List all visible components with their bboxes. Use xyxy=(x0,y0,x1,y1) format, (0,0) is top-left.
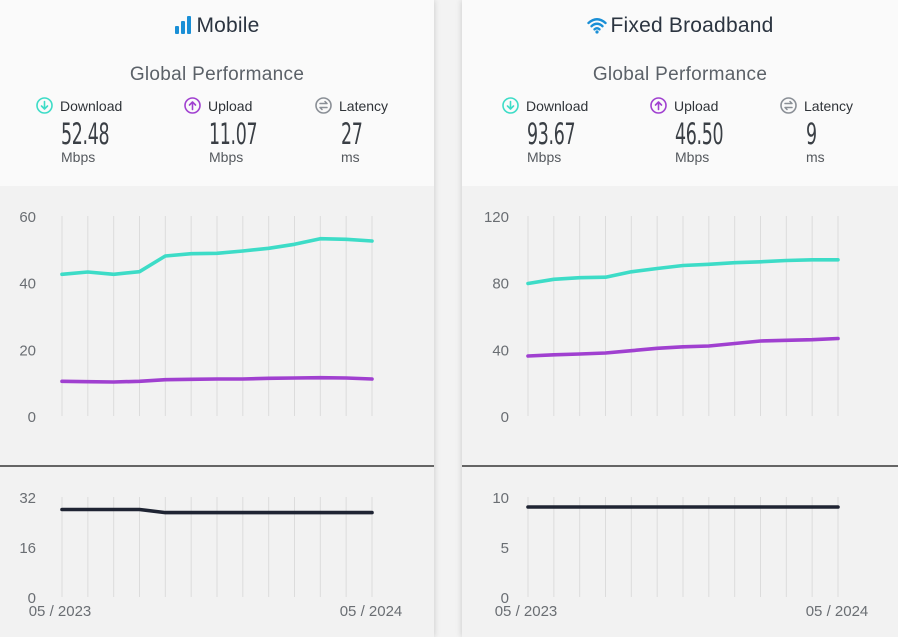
fixed-card-header: Fixed Broadband Global Performance Downl… xyxy=(462,0,898,186)
download-unit: Mbps xyxy=(61,149,96,165)
upload-value: 46.50 xyxy=(675,117,724,151)
upload-label: Upload xyxy=(208,97,253,114)
y-tick-label: 5 xyxy=(501,540,509,557)
latency-value: 9 xyxy=(806,117,817,151)
arrow-down-circle-icon xyxy=(36,97,53,114)
x-tick-label: 05 / 2023 xyxy=(29,603,92,620)
download-line xyxy=(526,258,840,286)
x-tick-label: 05 / 2024 xyxy=(340,603,403,620)
mobile-chart: 0 20 40 60 0 16 32 05 / 2023 05 / 2024 xyxy=(0,209,434,620)
mobile-title-text: Mobile xyxy=(196,14,260,37)
mobile-card-header: Mobile Global Performance Download 52.48… xyxy=(0,0,434,186)
download-line xyxy=(60,236,374,277)
latency-unit: ms xyxy=(341,149,360,165)
latency-label: Latency xyxy=(339,97,389,114)
fixed-upload-metric: Upload 46.50 Mbps xyxy=(650,97,756,165)
swap-arrows-circle-icon xyxy=(315,97,332,114)
y-tick-label: 20 xyxy=(19,342,36,359)
fixed-broadband-card: Fixed Broadband Global Performance Downl… xyxy=(462,0,898,637)
download-label: Download xyxy=(526,97,589,114)
mobile-latency-metric: Latency 27 ms xyxy=(315,97,388,165)
mobile-download-metric: Download 52.48 Mbps xyxy=(36,97,142,165)
latency-unit: ms xyxy=(806,149,825,165)
swap-arrows-circle-icon xyxy=(780,97,797,114)
y-tick-label: 40 xyxy=(492,342,509,359)
download-value: 52.48 xyxy=(61,117,110,151)
y-tick-label: 10 xyxy=(492,490,509,507)
y-tick-label: 32 xyxy=(19,490,36,507)
download-label: Download xyxy=(60,97,123,114)
y-tick-label: 0 xyxy=(501,590,509,607)
y-tick-label: 60 xyxy=(19,209,36,226)
fixed-title: Fixed Broadband xyxy=(462,14,898,40)
mobile-card: Mobile Global Performance Download 52.48… xyxy=(0,0,434,637)
mobile-upload-metric: Upload 11.07 Mbps xyxy=(184,97,290,165)
download-unit: Mbps xyxy=(527,149,562,165)
upload-line xyxy=(60,375,374,384)
wifi-icon xyxy=(586,16,607,40)
upload-unit: Mbps xyxy=(209,149,244,165)
fixed-subtitle: Global Performance xyxy=(592,64,768,85)
fixed-latency-metric: Latency 9 ms xyxy=(780,97,853,165)
y-tick-label: 0 xyxy=(501,409,509,426)
upload-unit: Mbps xyxy=(675,149,710,165)
y-tick-label: 80 xyxy=(492,276,509,293)
y-tick-label: 120 xyxy=(484,209,509,226)
mobile-title: Mobile xyxy=(0,14,434,40)
upload-label: Upload xyxy=(674,97,719,114)
x-tick-label: 05 / 2023 xyxy=(495,603,558,620)
arrow-up-circle-icon xyxy=(650,97,667,114)
signal-bars-icon xyxy=(174,16,192,40)
latency-label: Latency xyxy=(804,97,854,114)
fixed-chart: 0 40 80 120 0 5 10 05 / 2023 05 / 2024 xyxy=(462,209,898,620)
arrow-down-circle-icon xyxy=(502,97,519,114)
fixed-title-text: Fixed Broadband xyxy=(610,14,774,37)
y-tick-label: 0 xyxy=(28,409,36,426)
upload-line xyxy=(526,336,840,358)
arrow-up-circle-icon xyxy=(184,97,201,114)
upload-value: 11.07 xyxy=(209,117,258,151)
y-tick-label: 0 xyxy=(28,590,36,607)
latency-value: 27 xyxy=(341,117,363,151)
latency-line xyxy=(60,507,374,515)
y-tick-label: 16 xyxy=(19,540,36,557)
y-tick-label: 40 xyxy=(19,276,36,293)
mobile-subtitle: Global Performance xyxy=(129,64,305,85)
download-value: 93.67 xyxy=(527,117,576,151)
fixed-download-metric: Download 93.67 Mbps xyxy=(502,97,608,165)
x-tick-label: 05 / 2024 xyxy=(806,603,869,620)
